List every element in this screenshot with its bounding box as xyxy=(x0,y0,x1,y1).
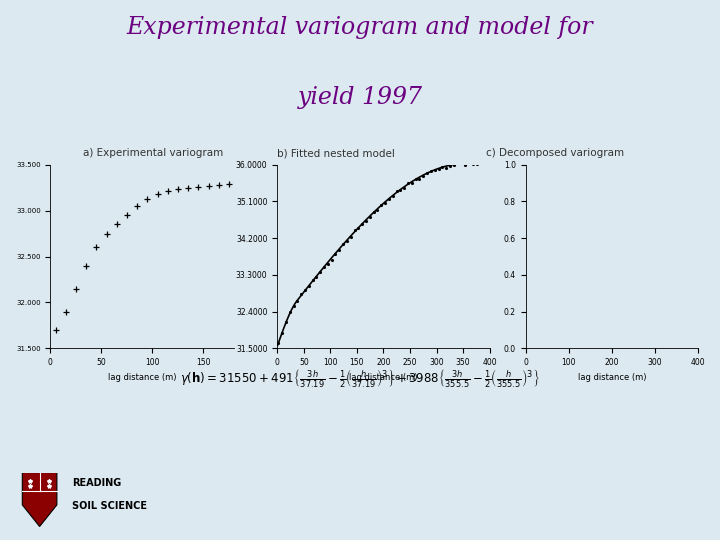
Text: $\gamma(\mathbf{h}) = 31550 + 491\left\{\frac{3h}{37.19} - \frac{1}{2}\left(\fra: $\gamma(\mathbf{h}) = 31550 + 491\left\{… xyxy=(180,367,540,389)
Text: SOIL SCIENCE: SOIL SCIENCE xyxy=(72,501,147,511)
Polygon shape xyxy=(22,472,57,526)
X-axis label: lag distance (m): lag distance (m) xyxy=(108,373,176,382)
Text: c) Decomposed variogram: c) Decomposed variogram xyxy=(486,148,624,159)
Text: b) Fitted nested model: b) Fitted nested model xyxy=(277,148,395,159)
X-axis label: lag distance (m): lag distance (m) xyxy=(349,373,418,382)
Text: a) Experimental variogram: a) Experimental variogram xyxy=(83,148,223,159)
X-axis label: lag distance (m): lag distance (m) xyxy=(577,373,647,382)
Text: Experimental variogram and model for: Experimental variogram and model for xyxy=(127,16,593,39)
Text: READING: READING xyxy=(72,478,121,488)
Text: yield 1997: yield 1997 xyxy=(297,86,423,110)
